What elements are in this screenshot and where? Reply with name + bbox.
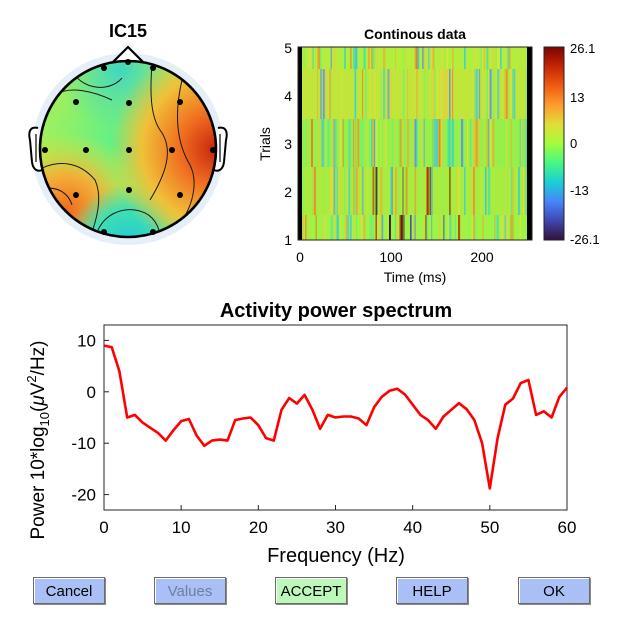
spectrum-xtick-label: 20 xyxy=(249,518,268,537)
erp-ylabel: Trials xyxy=(257,127,273,161)
spectrum-xtick-label: 60 xyxy=(558,518,577,537)
erp-image xyxy=(298,47,532,240)
topoplot: IC15 xyxy=(28,21,228,245)
nose-icon xyxy=(112,45,144,63)
erp-xtick: 100 xyxy=(379,249,403,265)
colorbar-tick: 13 xyxy=(570,90,584,105)
spectrum-ytick-label: 0 xyxy=(87,383,96,402)
spectrum-ylabel: Power 10*log10(μV2/Hz) xyxy=(24,341,52,540)
ok-button[interactable]: OK xyxy=(518,577,590,604)
spectrum-ytick-label: 10 xyxy=(77,331,96,350)
spectrum-xtick-label: 50 xyxy=(480,518,499,537)
erp-ytick: 3 xyxy=(284,136,292,152)
erp-ytick: 2 xyxy=(284,184,292,200)
spectrum-title: Activity power spectrum xyxy=(220,300,452,322)
spectrum-xlabel: Frequency (Hz) xyxy=(267,545,405,567)
colorbar-tick: -13 xyxy=(570,183,589,198)
spectrum-xtick-label: 0 xyxy=(99,518,108,537)
erp-ytick: 1 xyxy=(284,232,292,248)
colorbar xyxy=(543,46,565,241)
help-button[interactable]: HELP xyxy=(396,577,468,604)
erp-xlabel: Time (ms) xyxy=(384,269,446,285)
accept-button[interactable]: ACCEPT xyxy=(275,577,347,604)
electrode-dots xyxy=(42,59,216,235)
values-button[interactable]: Values xyxy=(154,577,226,604)
erp-ytick: 5 xyxy=(284,40,292,56)
spectrum-ytick-label: -20 xyxy=(71,486,96,505)
spectrum-line xyxy=(103,344,568,490)
erp-title: Continous data xyxy=(364,26,466,42)
spectrum-ytick-label: -10 xyxy=(71,434,96,453)
topo-title: IC15 xyxy=(109,21,147,41)
colorbar-tick: -26.1 xyxy=(570,232,600,247)
spectrum-xtick-label: 40 xyxy=(403,518,422,537)
erp-xtick: 0 xyxy=(296,249,304,265)
erp-image-panel: Continous data 1 2 3 4 5 Trials 0 100 xyxy=(257,26,600,285)
cancel-button[interactable]: Cancel xyxy=(33,577,105,604)
colorbar-tick: 26.1 xyxy=(570,41,595,56)
spectrum-xtick-label: 10 xyxy=(172,518,191,537)
erp-xtick: 200 xyxy=(470,249,494,265)
spectrum-xtick-label: 30 xyxy=(326,518,345,537)
erp-ytick: 4 xyxy=(284,88,292,104)
colorbar-tick: 0 xyxy=(570,136,577,151)
spectrum-panel: Activity power spectrum 0 10 20 30 40 50 60 10 0… xyxy=(24,300,576,567)
